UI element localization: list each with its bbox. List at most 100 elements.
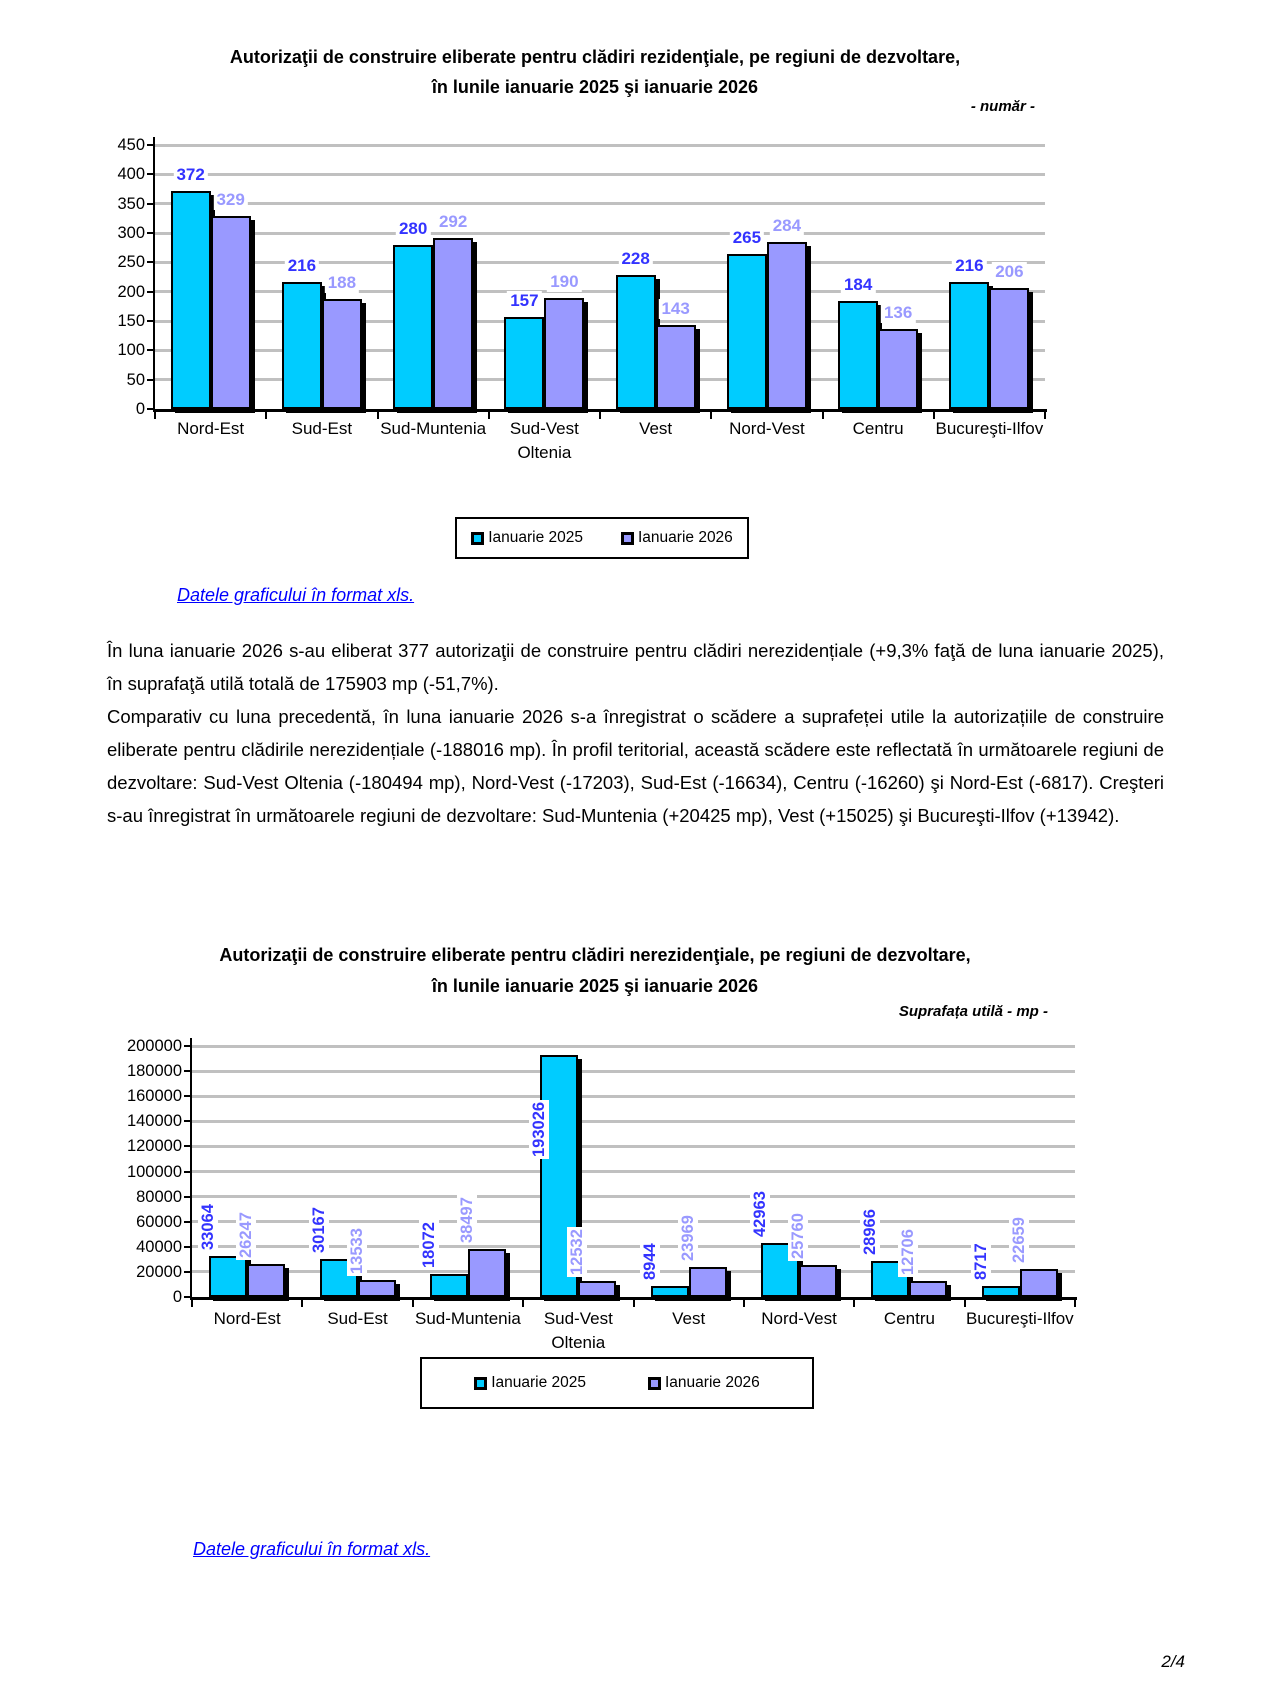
bar-ianuarie-2026-vest [655,325,696,409]
chart1-title-line1: Autorizaţii de construire eliberate pent… [229,47,961,67]
bar-ianuarie-2026-sud-vest-oltenia [578,1281,617,1297]
y-axis-label: 80000 [136,1187,182,1206]
bar-ianuarie-2026-bucure-ti-ilfov [1019,1268,1058,1297]
bar-ianuarie-2026-sud-muntenia [467,1248,506,1297]
value-label: 33064 [198,1201,219,1252]
bar-ianuarie-2025-bucure-ti-ilfov [949,282,990,409]
x-axis-tick [411,1297,414,1307]
value-label: 265 [729,227,765,248]
category-label-nord-est: Nord-Est [213,1309,281,1328]
value-label: 28966 [860,1206,881,1257]
gridline [155,143,1045,147]
y-axis-tick [184,1145,192,1148]
y-axis-tick [184,1045,192,1047]
category-label-sud-est: Sud-Est [291,419,353,438]
y-axis-line [153,137,155,409]
y-axis-label: 0 [135,400,145,418]
gridline [155,319,1045,323]
value-label: 12532 [567,1227,588,1278]
bar-ianuarie-2026-bucure-ti-ilfov [989,288,1030,409]
gridline [155,172,1045,176]
y-axis-line [190,1038,192,1297]
y-axis-label: 50 [126,370,145,389]
chart2-xls-link[interactable]: Datele graficului în format xls. [193,1539,431,1559]
gridline [155,290,1045,294]
y-axis-label: 0 [172,1288,182,1306]
legend-swatch-ianuarie-2026 [648,1376,661,1390]
category-label-bucure-ti-ilfov: Bucureşti-Ilfov [965,1309,1074,1328]
y-axis-tick [147,232,155,234]
value-label: 157 [507,290,542,311]
category-label-centru: Centru [852,419,904,438]
y-axis-label: 350 [117,194,145,213]
x-axis-tick [1074,1297,1076,1307]
chart1-title: Autorizaţii de construire eliberate pent… [120,42,1070,102]
value-label: 23969 [677,1213,698,1263]
legend-item-ianuarie-2026: Ianuarie 2026 [648,1374,760,1392]
y-axis-tick [184,1070,192,1073]
gridline [192,1144,1075,1148]
bar-ianuarie-2026-centru [878,329,919,409]
value-label: 18072 [418,1220,439,1271]
chart1-unit-label: - număr - [970,98,1035,115]
value-label: 216 [952,256,987,277]
legend-label: Ianuarie 2025 [488,529,583,546]
value-label: 38497 [456,1194,477,1245]
value-label: 193026 [529,1099,550,1159]
legend-item-ianuarie-2026: Ianuarie 2026 [621,529,733,547]
category-label-bucure-ti-ilfov: Bucureşti-Ilfov [935,419,1044,438]
chart1-xls-link[interactable]: Datele graficului în format xls. [177,585,415,605]
y-axis-label: 450 [117,136,145,154]
gridline [192,1170,1075,1173]
y-axis-label: 100 [117,341,145,360]
gridline [192,1270,1075,1274]
y-axis-tick [147,290,155,293]
chart2-unit-label: Suprafața utilă - mp - [898,1003,1048,1020]
y-axis-label: 180000 [126,1062,182,1081]
page-number: 2/4 [1161,1652,1185,1671]
bar-ianuarie-2025-bucure-ti-ilfov [981,1286,1020,1297]
category-label-nord-vest: Nord-Vest [729,419,805,438]
chart2-title-line1: Autorizaţii de construire eliberate pent… [219,945,971,965]
category-label-nord-vest: Nord-Vest [761,1309,837,1328]
value-label: 372 [173,164,208,185]
y-axis-tick [147,261,155,264]
value-label: 30167 [308,1205,329,1256]
x-axis-tick [932,409,935,419]
x-axis-tick [191,1297,193,1307]
x-axis-tick [742,1297,745,1307]
category-label-sud-vest-oltenia: Sud-Vest Oltenia [509,419,579,462]
category-label-sud-muntenia: Sud-Muntenia [415,1309,521,1328]
gridline [192,1069,1075,1073]
gridline [155,202,1045,206]
x-axis-tick [853,1297,856,1307]
y-axis-tick [184,1220,192,1223]
bar-ianuarie-2026-nord-est [247,1264,286,1297]
x-axis-tick [522,1297,525,1307]
y-axis-tick [184,1270,192,1273]
value-label: 206 [992,262,1027,283]
paragraph-1: În luna ianuarie 2026 s-au eliberat 377 … [107,640,1164,694]
legend-swatch-ianuarie-2026 [621,531,634,545]
bar-ianuarie-2025-nord-est [209,1255,248,1297]
x-axis-tick [821,409,824,419]
value-label: 8717 [970,1241,991,1283]
bar-ianuarie-2025-sud-muntenia [429,1274,468,1297]
bar-ianuarie-2025-nord-est [170,190,211,409]
y-axis-label: 60000 [136,1212,182,1231]
legend-label: Ianuarie 2026 [638,529,733,546]
y-axis-tick [147,173,155,176]
y-axis-label: 120000 [126,1137,182,1156]
bar-ianuarie-2025-vest [650,1285,689,1297]
x-axis-tick [710,409,713,419]
value-label: 188 [324,272,360,293]
legend-item-ianuarie-2025: Ianuarie 2025 [474,1374,586,1392]
legend-label: Ianuarie 2025 [491,1374,586,1391]
value-label: 190 [547,271,582,292]
bar-ianuarie-2026-sud-muntenia [433,237,474,409]
value-label: 184 [840,275,876,296]
bar-ianuarie-2026-nord-est [210,215,251,409]
x-axis-tick [487,409,490,419]
